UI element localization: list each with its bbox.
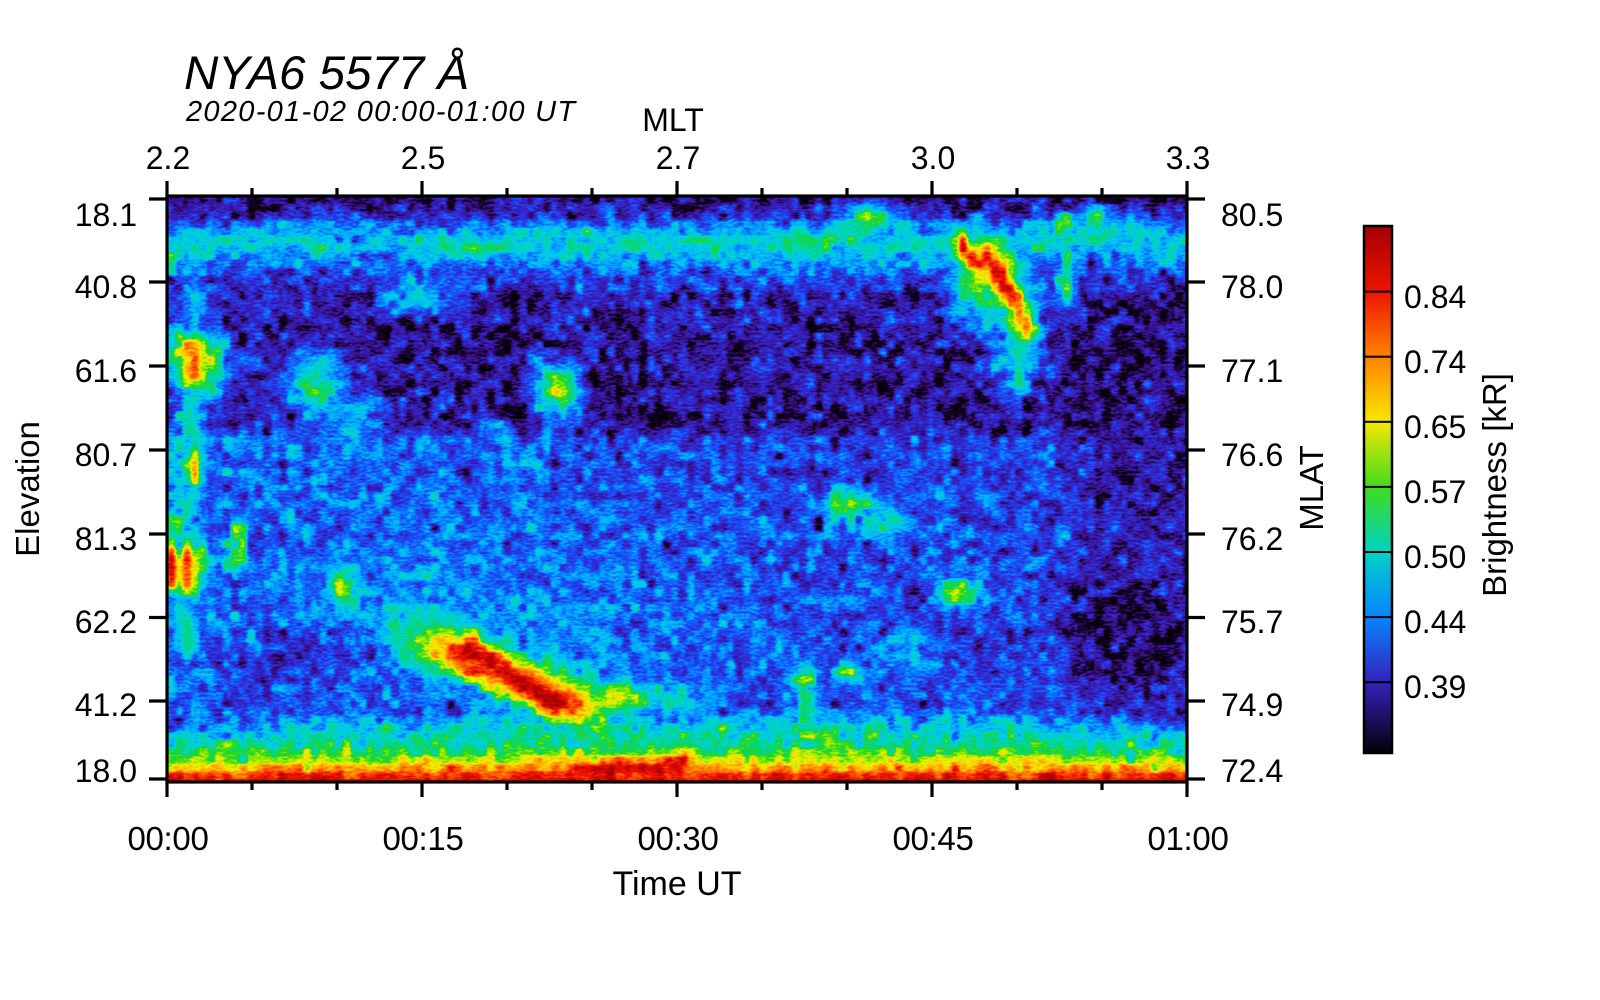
svg-text:62.2: 62.2 [75,604,137,640]
svg-text:3.0: 3.0 [911,140,955,176]
svg-text:2.2: 2.2 [146,140,190,176]
svg-text:00:45: 00:45 [892,820,973,857]
svg-text:0.57: 0.57 [1404,474,1466,510]
svg-text:80.7: 80.7 [75,437,137,473]
svg-text:MLAT: MLAT [1293,445,1330,531]
svg-text:00:00: 00:00 [127,820,208,857]
svg-text:74.9: 74.9 [1221,687,1283,723]
svg-text:81.3: 81.3 [75,521,137,557]
svg-text:Brightness [kR]: Brightness [kR] [1476,373,1513,597]
svg-text:NYA6 5577 Å: NYA6 5577 Å [184,47,469,100]
svg-text:2020-01-02 00:00-01:00 UT: 2020-01-02 00:00-01:00 UT [185,96,577,128]
svg-text:77.1: 77.1 [1221,353,1283,389]
svg-text:18.1: 18.1 [75,197,137,233]
svg-text:2.7: 2.7 [656,140,700,176]
svg-text:00:30: 00:30 [637,820,718,857]
svg-text:78.0: 78.0 [1221,269,1283,305]
svg-text:0.50: 0.50 [1404,539,1466,575]
svg-text:0.74: 0.74 [1404,344,1466,380]
svg-text:0.65: 0.65 [1404,409,1466,445]
svg-text:76.6: 76.6 [1221,437,1283,473]
svg-text:80.5: 80.5 [1221,197,1283,233]
svg-text:Elevation: Elevation [9,421,46,557]
svg-text:61.6: 61.6 [75,353,137,389]
svg-text:Time UT: Time UT [612,865,741,903]
svg-text:2.5: 2.5 [401,140,445,176]
svg-text:18.0: 18.0 [75,753,137,789]
svg-text:0.44: 0.44 [1404,604,1466,640]
svg-text:0.39: 0.39 [1404,669,1466,705]
svg-text:MLT: MLT [642,102,704,138]
svg-text:40.8: 40.8 [75,269,137,305]
svg-text:72.4: 72.4 [1221,753,1283,789]
svg-text:00:15: 00:15 [382,820,463,857]
svg-text:75.7: 75.7 [1221,604,1283,640]
svg-text:0.84: 0.84 [1404,279,1466,315]
svg-text:41.2: 41.2 [75,687,137,723]
svg-text:76.2: 76.2 [1221,521,1283,557]
svg-text:3.3: 3.3 [1166,140,1210,176]
svg-text:01:00: 01:00 [1147,820,1228,857]
